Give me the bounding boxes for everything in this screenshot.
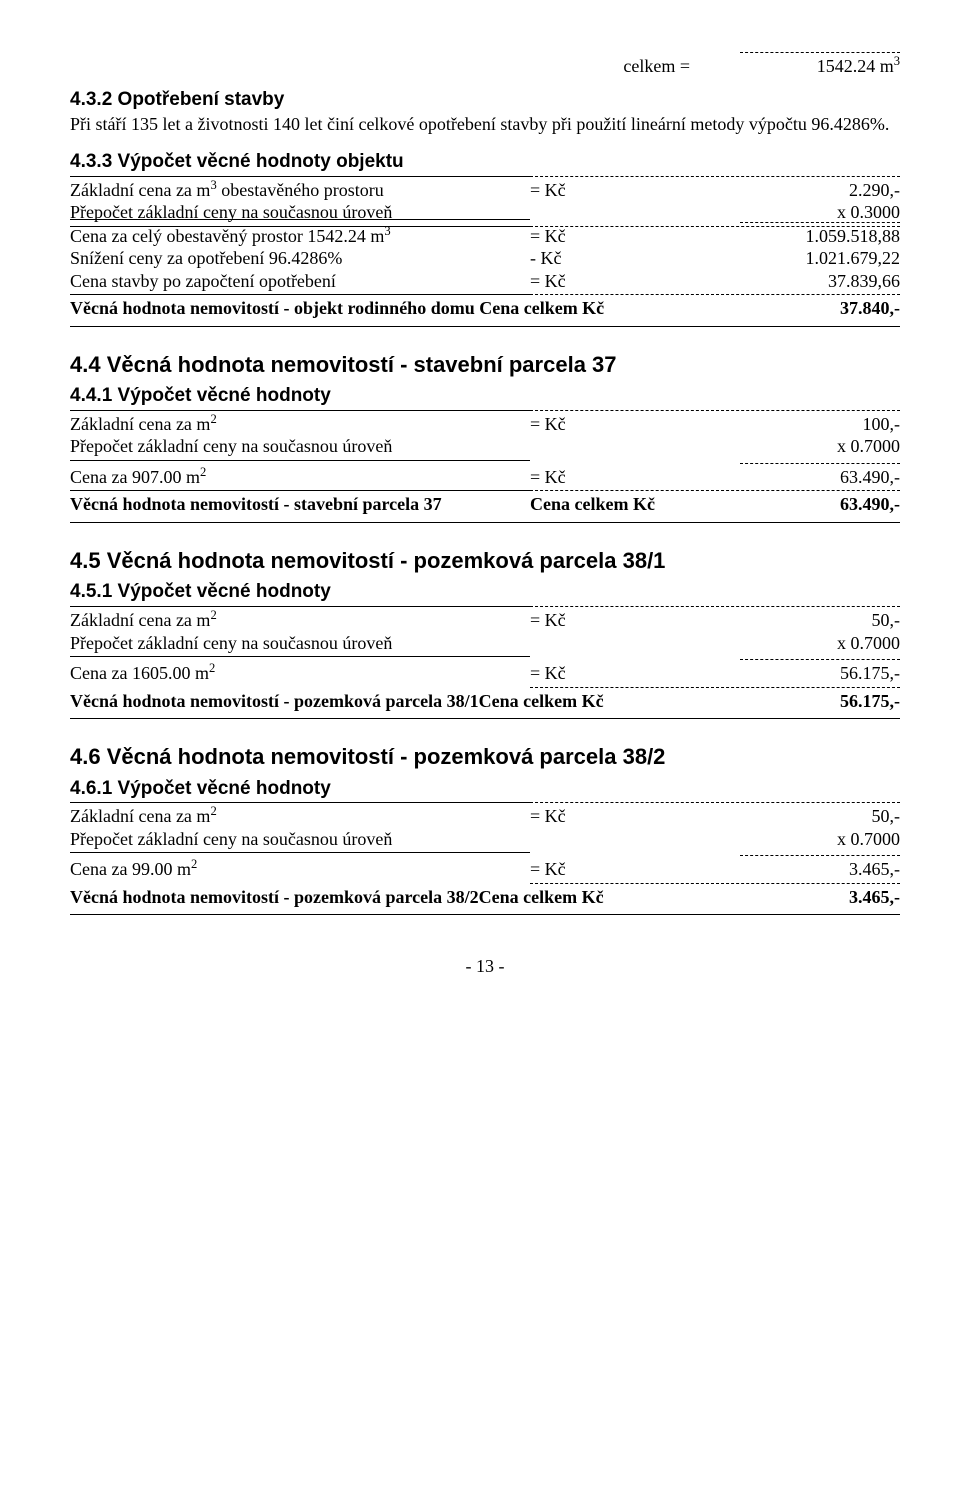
celkem-row: celkem = 1542.24 m3 <box>70 55 900 78</box>
s45-r2: Přepočet základní ceny na současnou úrov… <box>70 632 900 655</box>
rule-46-presum <box>530 883 900 884</box>
heading-46: 4.6 Věcná hodnota nemovitostí - pozemkov… <box>70 743 900 771</box>
s46-sum-val: 3.465,- <box>760 886 900 909</box>
heading-451: 4.5.1 Výpočet věcné hodnoty <box>70 580 900 604</box>
rule-45-mid <box>70 656 530 657</box>
rule-46-top <box>70 802 900 803</box>
s44-r3-label: Cena za 907.00 m2 <box>70 466 530 489</box>
s45-sum-val: 56.175,- <box>760 690 900 713</box>
s44-sum-op: Cena celkem Kč <box>530 493 710 516</box>
s44-sum: Věcná hodnota nemovitostí - stavební par… <box>70 493 900 516</box>
s433-r4: Snížení ceny za opotřebení 96.4286% - Kč… <box>70 247 900 270</box>
body-432: Při stáří 135 let a životnosti 140 let č… <box>70 113 900 136</box>
s433-r4-val: 1.021.679,22 <box>590 247 900 270</box>
s433-r3-val: 1.059.518,88 <box>590 225 900 248</box>
s46-r2: Přepočet základní ceny na současnou úrov… <box>70 828 900 851</box>
celkem-label: celkem = <box>530 55 760 78</box>
s433-sum-label: Věcná hodnota nemovitostí - objekt rodin… <box>70 297 760 320</box>
s46-r1-val: 50,- <box>590 805 900 828</box>
s44-sum-label: Věcná hodnota nemovitostí - stavební par… <box>70 493 530 516</box>
rule-45-presum <box>530 687 900 688</box>
heading-461: 4.6.1 Výpočet věcné hodnoty <box>70 777 900 801</box>
rule-45-top <box>70 606 900 607</box>
s44-r3: Cena za 907.00 m2 = Kč 63.490,- <box>70 466 900 489</box>
heading-441: 4.4.1 Výpočet věcné hodnoty <box>70 384 900 408</box>
s433-r3-label: Cena za celý obestavěný prostor 1542.24 … <box>70 225 530 248</box>
s433-r1: Základní cena za m3 obestavěného prostor… <box>70 179 900 202</box>
s433-r2-val: x 0.3000 <box>590 201 900 224</box>
s44-sum-val: 63.490,- <box>710 493 900 516</box>
heading-432: 4.3.2 Opotřebení stavby <box>70 88 900 112</box>
s433-r2: Přepočet základní ceny na současnou úrov… <box>70 201 900 224</box>
s44-r1-label: Základní cena za m2 <box>70 413 530 436</box>
s433-r4-op: - Kč <box>530 247 590 270</box>
rule-433-presum <box>70 294 900 295</box>
s433-sum: Věcná hodnota nemovitostí - objekt rodin… <box>70 297 900 320</box>
rule-top-dash <box>740 52 900 53</box>
s46-r1-op: = Kč <box>530 805 590 828</box>
page-number: - 13 - <box>70 955 900 978</box>
s44-r3-val: 63.490,- <box>590 466 900 489</box>
s44-r1-op: = Kč <box>530 413 590 436</box>
heading-45: 4.5 Věcná hodnota nemovitostí - pozemkov… <box>70 547 900 575</box>
rule-46-dash <box>740 855 900 856</box>
s45-r1-val: 50,- <box>590 609 900 632</box>
s44-r1-val: 100,- <box>590 413 900 436</box>
s46-r1-label: Základní cena za m2 <box>70 805 530 828</box>
s45-r1-label: Základní cena za m2 <box>70 609 530 632</box>
celkem-val: 1542.24 m3 <box>760 55 900 78</box>
s45-sum: Věcná hodnota nemovitostí - pozemková pa… <box>70 690 900 713</box>
s433-sum-val: 37.840,- <box>760 297 900 320</box>
rule-44-mid <box>70 460 530 461</box>
s45-r3-label: Cena za 1605.00 m2 <box>70 662 530 685</box>
s433-r1-label: Základní cena za m3 obestavěného prostor… <box>70 179 530 202</box>
s433-r5-val: 37.839,66 <box>590 270 900 293</box>
s44-r2: Přepočet základní ceny na současnou úrov… <box>70 435 900 458</box>
s46-r2-label: Přepočet základní ceny na současnou úrov… <box>70 828 530 851</box>
s433-r5: Cena stavby po započtení opotřebení = Kč… <box>70 270 900 293</box>
s46-r3: Cena za 99.00 m2 = Kč 3.465,- <box>70 858 900 881</box>
s46-r3-val: 3.465,- <box>590 858 900 881</box>
s45-r2-val: x 0.7000 <box>590 632 900 655</box>
s46-r1: Základní cena za m2 = Kč 50,- <box>70 805 900 828</box>
s46-r3-op: = Kč <box>530 858 590 881</box>
s44-r3-op: = Kč <box>530 466 590 489</box>
s433-r4-label: Snížení ceny za opotřebení 96.4286% <box>70 247 530 270</box>
s46-sum: Věcná hodnota nemovitostí - pozemková pa… <box>70 886 900 909</box>
heading-44: 4.4 Věcná hodnota nemovitostí - stavební… <box>70 351 900 379</box>
s433-r5-label: Cena stavby po započtení opotřebení <box>70 270 530 293</box>
rule-45-dash <box>740 659 900 660</box>
s44-r1: Základní cena za m2 = Kč 100,- <box>70 413 900 436</box>
rule-433-top <box>70 176 900 177</box>
rule-44-top <box>70 410 900 411</box>
rule-433-end <box>70 326 900 327</box>
s45-r2-label: Přepočet základní ceny na současnou úrov… <box>70 632 530 655</box>
rule-44-end <box>70 522 900 523</box>
rule-45-end <box>70 718 900 719</box>
s46-r2-val: x 0.7000 <box>590 828 900 851</box>
s44-r2-val: x 0.7000 <box>590 435 900 458</box>
s44-r2-label: Přepočet základní ceny na současnou úrov… <box>70 435 530 458</box>
rule-44-dash <box>740 463 900 464</box>
s46-r3-label: Cena za 99.00 m2 <box>70 858 530 881</box>
rule-44-presum <box>70 490 900 491</box>
s45-r3: Cena za 1605.00 m2 = Kč 56.175,- <box>70 662 900 685</box>
s433-r2-label: Přepočet základní ceny na současnou úrov… <box>70 201 530 224</box>
s45-r1-op: = Kč <box>530 609 590 632</box>
s45-r3-op: = Kč <box>530 662 590 685</box>
s433-r1-op: = Kč <box>530 179 590 202</box>
s433-r3-op: = Kč <box>530 225 590 248</box>
s45-r3-val: 56.175,- <box>590 662 900 685</box>
s45-r1: Základní cena za m2 = Kč 50,- <box>70 609 900 632</box>
heading-433: 4.3.3 Výpočet věcné hodnoty objektu <box>70 150 900 174</box>
s46-sum-label: Věcná hodnota nemovitostí - pozemková pa… <box>70 886 760 909</box>
s45-sum-label: Věcná hodnota nemovitostí - pozemková pa… <box>70 690 760 713</box>
s433-r1-val: 2.290,- <box>590 179 900 202</box>
rule-46-mid <box>70 852 530 853</box>
s433-r3: Cena za celý obestavěný prostor 1542.24 … <box>70 225 900 248</box>
s433-r5-op: = Kč <box>530 270 590 293</box>
rule-46-end <box>70 914 900 915</box>
